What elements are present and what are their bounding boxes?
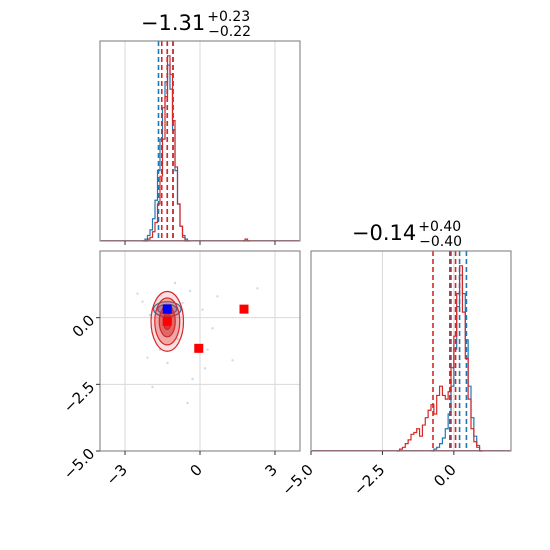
scatter-point [206, 348, 209, 351]
title-upper-error: +0.23 [207, 9, 250, 25]
scatter-point [151, 385, 154, 389]
panel-title: −1.31 +0.23 −0.22 [141, 9, 251, 40]
x-axis-tick-label: 0 [187, 461, 206, 480]
title-lower-error: −0.40 [419, 234, 462, 250]
marker-1-0 [162, 316, 172, 326]
scatter-point [201, 308, 204, 311]
panel-hist-param2: −5.0 −2.5 0.0 −0.14 +0.40 −0.40 [279, 219, 512, 499]
histogram-series-0 [142, 64, 190, 242]
x-axis-tick-label: −3 [103, 461, 131, 489]
scatter-point [211, 327, 214, 330]
histogram-series-1 [145, 55, 188, 242]
x-axis-tick-label: 0.0 [430, 461, 460, 491]
scatter-point [186, 401, 189, 405]
histogram-series-1 [396, 265, 483, 452]
scatter-point [176, 337, 179, 341]
scatter-point [181, 301, 184, 305]
title-value: −1.31 [141, 11, 205, 35]
panel-title: −0.14 +0.40 −0.40 [352, 219, 462, 250]
scatter-point [173, 281, 177, 285]
panel-hist-param1: −1.31 +0.23 −0.22 [99, 9, 301, 245]
scatter-point [216, 295, 219, 298]
y-axis-tick-label: 0.0 [69, 311, 99, 341]
x-axis-tick-label: −5.0 [279, 461, 317, 499]
scatter-point [136, 292, 139, 295]
scatter-point [188, 289, 192, 293]
scatter-point [203, 367, 207, 370]
scatter-point [146, 356, 149, 359]
title-value: −0.14 [352, 221, 416, 245]
scatter-point [231, 359, 234, 362]
x-axis-tick-label: −2.5 [350, 461, 388, 499]
scatter-point [166, 361, 169, 365]
marker-1-2 [194, 343, 204, 353]
panel-frame [310, 250, 512, 452]
title-lower-error: −0.22 [208, 24, 251, 40]
x-axis-tick-label: 3 [262, 461, 281, 480]
y-axis-tick-label: −2.5 [60, 378, 98, 416]
marker-1-1 [239, 304, 249, 314]
scatter-point [148, 313, 152, 317]
scatter-point [141, 300, 144, 303]
scatter-point [256, 287, 259, 290]
title-upper-error: +0.40 [418, 219, 461, 235]
y-axis-tick-label: −5.0 [60, 445, 98, 483]
marker-0-0 [162, 304, 172, 314]
panel-scatter-param1-param2: −3 0 3 0.0 −2.5 −5.0 [60, 250, 301, 489]
scatter-point [191, 377, 194, 381]
